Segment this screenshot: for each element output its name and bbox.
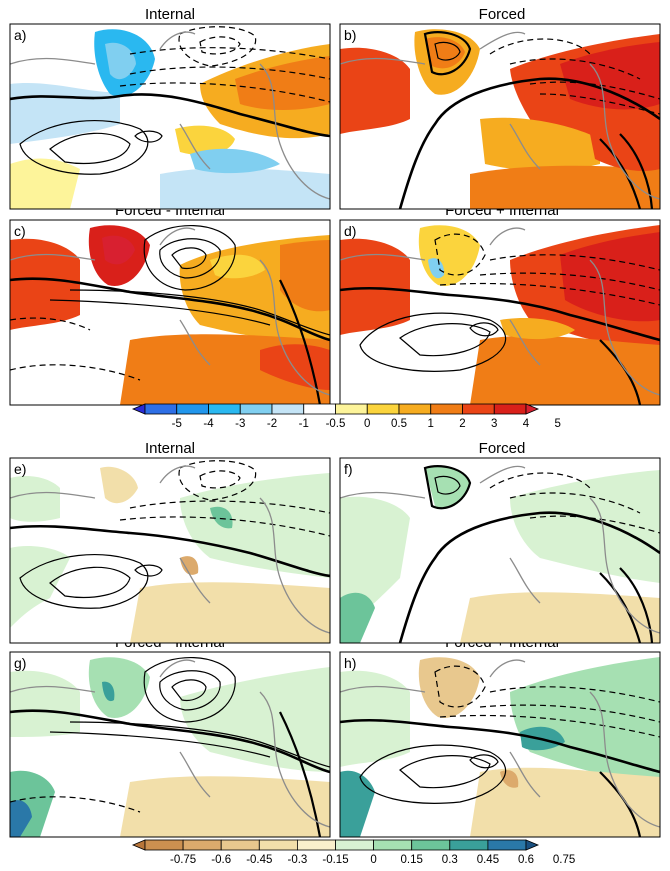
precipitation-colorbar-swatch [144, 839, 184, 851]
panel-f-title: Forced [479, 440, 526, 457]
precipitation-colorbar-tick-label: -0.45 [246, 854, 272, 866]
panel-a-label: a) [14, 27, 26, 43]
temperature-colorbar-tick-label: 4 [523, 418, 530, 430]
panel-f: f) [339, 457, 661, 644]
panel-f-label: f) [344, 461, 353, 477]
panel-b-label: b) [344, 27, 356, 43]
precipitation-colorbar-swatch [258, 839, 298, 851]
temperature-colorbar-tick-label: 0.5 [391, 418, 407, 430]
temperature-colorbar-tick-label: -1 [299, 418, 309, 430]
temperature-colorbar-swatch [208, 403, 241, 415]
precipitation-colorbar-tick-label: -0.15 [322, 854, 348, 866]
precipitation-colorbar-swatch [411, 839, 451, 851]
temperature-colorbar-tick-label: 1 [428, 418, 434, 430]
panel-b-title: Forced [479, 6, 526, 23]
precipitation-colorbar-swatch [335, 839, 374, 851]
precipitation-colorbar-swatch [449, 839, 489, 851]
temperature-colorbar-tick-label: 3 [491, 418, 497, 430]
temperature-colorbar-tick-label: 5 [555, 418, 561, 430]
panel-d-label: d) [344, 223, 356, 239]
precipitation-colorbar-swatch [296, 839, 336, 851]
temperature-colorbar-swatch [239, 403, 273, 415]
temperature-colorbar: -5 -4 -3 -2 -1 -0.5 0 0.5 1 2 3 4 5 [131, 403, 561, 430]
panel-e-title: Internal [145, 440, 195, 457]
temperature-colorbar-tick-label: 2 [459, 418, 465, 430]
temperature-colorbar-swatch [398, 403, 432, 415]
temperature-colorbar-swatch [462, 403, 495, 415]
temperature-colorbar-swatch [366, 403, 400, 415]
panel-h-label: h) [344, 655, 356, 671]
precipitation-colorbar-tick-label: 0 [370, 854, 376, 866]
precipitation-colorbar-tick-label: 0.75 [553, 854, 575, 866]
precipitation-colorbar-swatch [525, 839, 540, 851]
temperature-colorbar-swatch [493, 403, 527, 415]
panel-e: e) [9, 457, 331, 644]
temperature-colorbar-swatch [430, 403, 463, 415]
precipitation-colorbar-tick-label: 0.3 [442, 854, 458, 866]
panel-g-label: g) [14, 655, 26, 671]
panel-h: h) [339, 651, 661, 838]
temperature-colorbar-tick-label: -5 [172, 418, 182, 430]
precipitation-colorbar-swatch [220, 839, 260, 851]
panel-a: a) [9, 23, 331, 210]
temperature-colorbar-swatch [144, 403, 178, 415]
temperature-colorbar-swatch [303, 403, 336, 415]
temperature-colorbar-swatch [335, 403, 368, 415]
precipitation-colorbar-tick-label: -0.75 [170, 854, 196, 866]
panel-a-title: Internal [145, 6, 195, 23]
temperature-colorbar-tick-label: -4 [203, 418, 214, 430]
temperature-colorbar-swatch [176, 403, 209, 415]
precipitation-colorbar-swatch [182, 839, 222, 851]
temperature-colorbar-tick-label: -0.5 [326, 418, 346, 430]
panel-d: d) [339, 219, 661, 406]
panel-c: c) [9, 219, 331, 406]
temperature-colorbar-tick-label: -2 [267, 418, 277, 430]
temperature-colorbar-swatch [271, 403, 305, 415]
precipitation-colorbar-swatch [487, 839, 527, 851]
precipitation-colorbar-tick-label: -0.3 [287, 854, 307, 866]
temperature-colorbar-tick-label: 0 [364, 418, 370, 430]
temperature-colorbar-swatch [525, 403, 540, 415]
precipitation-colorbar-swatch [131, 839, 146, 851]
panel-e-label: e) [14, 461, 26, 477]
temperature-colorbar-tick-label: -3 [235, 418, 245, 430]
precipitation-colorbar-tick-label: 0.15 [401, 854, 423, 866]
precipitation-colorbar: -0.75 -0.6 -0.45 -0.3 -0.15 0 0.15 0.3 0.45 0.6 0.… [131, 839, 575, 866]
panel-b: b) [339, 23, 661, 210]
precipitation-colorbar-tick-label: -0.6 [211, 854, 231, 866]
panel-g: g) [9, 651, 331, 838]
precipitation-colorbar-tick-label: 0.6 [518, 854, 534, 866]
precipitation-colorbar-swatch [373, 839, 413, 851]
precipitation-colorbar-tick-label: 0.45 [477, 854, 499, 866]
panel-c-label: c) [14, 223, 26, 239]
